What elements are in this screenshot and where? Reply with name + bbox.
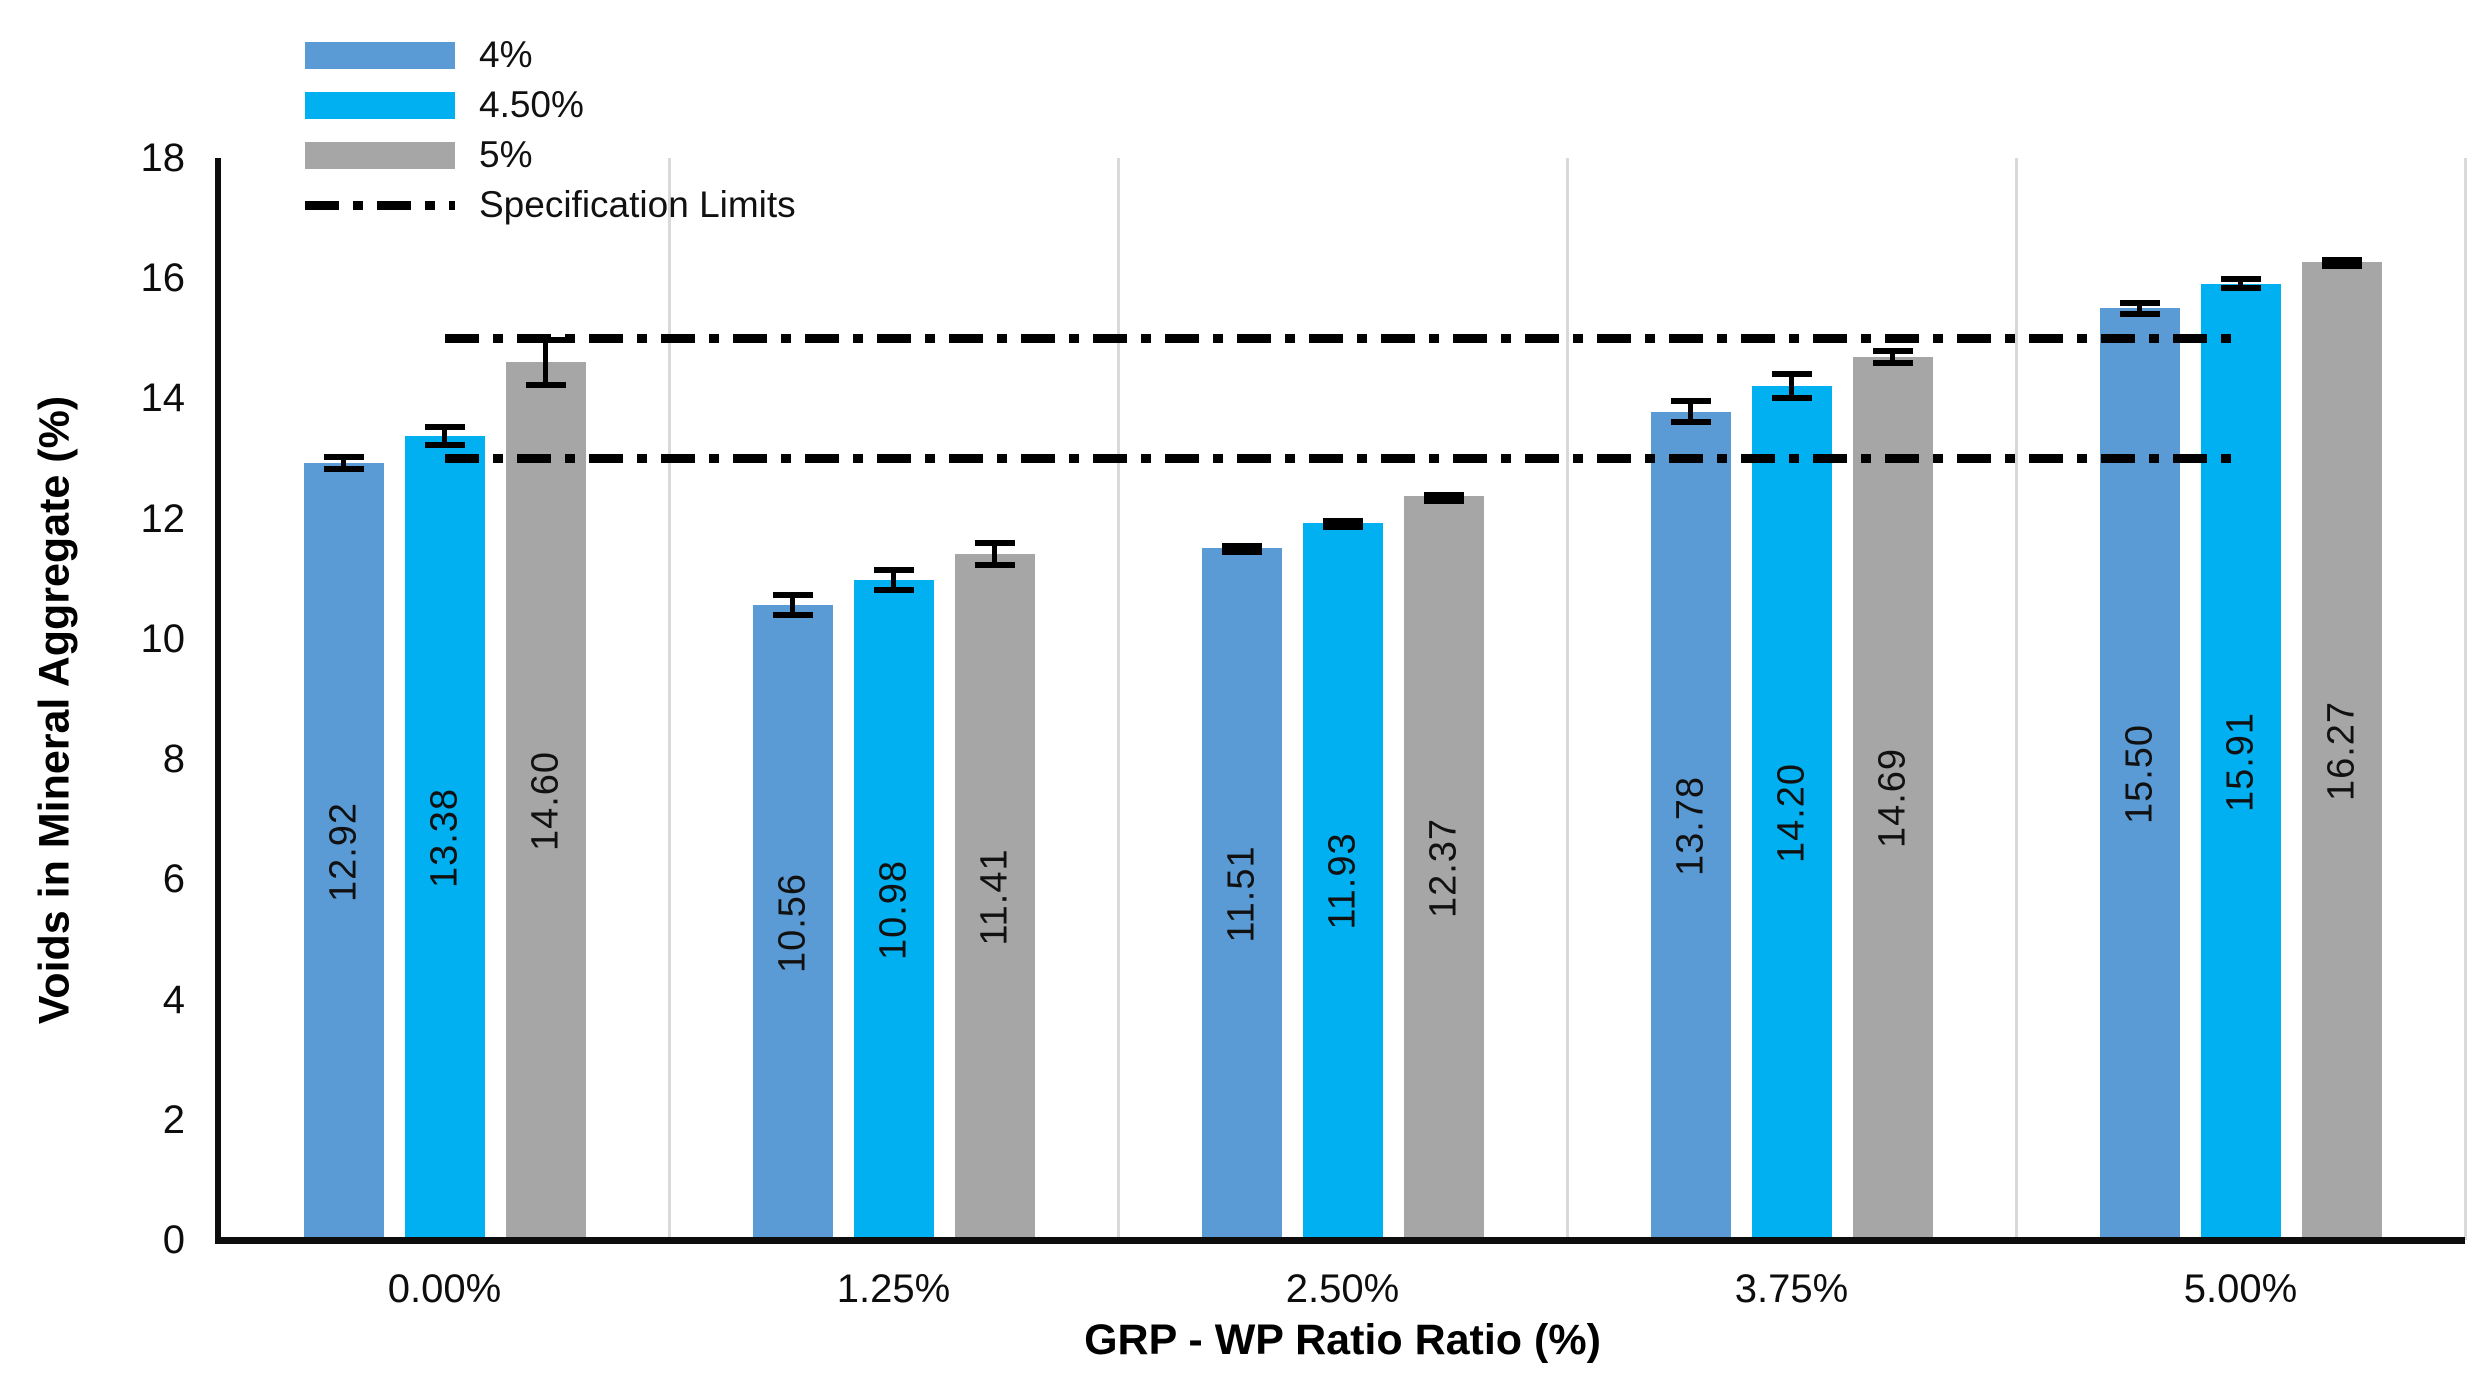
category-separator-gridline [2014,158,2018,1240]
error-bar [1670,398,1711,425]
y-axis-line [215,158,221,1243]
y-tick-label: 6 [162,857,185,902]
bar-value-label: 15.50 [2118,724,2160,825]
bar [752,605,833,1240]
legend-label: 4.50% [479,84,584,125]
bar [1302,522,1383,1240]
error-bar [2220,275,2261,292]
legend-swatch [305,41,455,69]
y-tick-label: 10 [140,616,186,661]
x-category-label: 2.50% [1285,1267,1400,1311]
legend-label: 5% [479,134,533,175]
error-bar [1872,347,1913,366]
legend-label: 4% [479,34,533,75]
bar [2200,283,2281,1240]
bar [1751,386,1832,1240]
error-bar [323,454,364,473]
x-category-label: 1.25% [836,1267,951,1311]
y-tick-label: 18 [140,136,186,180]
bar-value-label: 16.27 [2320,700,2362,802]
category-separator-gridline [1116,158,1120,1240]
bar-value-label: 10.98 [872,859,914,961]
error-bar [1423,491,1464,504]
error-bar [525,337,566,388]
x-axis-title: GRP - WP Ratio Ratio (%) [1084,1316,1601,1364]
legend-item: 4% [305,30,796,80]
bar-value-label: 14.20 [1770,763,1812,864]
category-separator-gridline [1565,158,1569,1240]
error-bar [1221,543,1262,556]
bar [1403,496,1484,1240]
legend-item: 5% [305,130,796,180]
specification-limit-line [444,454,2241,464]
x-axis-line [215,1237,2465,1244]
bar [954,554,1035,1240]
legend: 4% 4.50% 5% Specification Limits [305,30,796,230]
error-bar [2321,257,2362,270]
bar-value-label: 13.78 [1669,775,1711,876]
y-tick-label: 4 [162,977,185,1022]
category-separator-gridline [2463,158,2467,1240]
error-bar [424,423,465,448]
bar-value-label: 10.56 [771,872,813,973]
x-category-label: 0.00% [387,1267,502,1311]
y-tick-label: 16 [140,256,186,301]
bar-value-label: 14.69 [1871,748,1913,849]
bar [1201,548,1282,1240]
bar [1852,356,1933,1240]
error-bar [772,592,813,619]
error-bar [2119,299,2160,317]
bar [505,362,586,1240]
bar [853,579,934,1240]
bar [2301,261,2382,1240]
bar-value-label: 11.41 [973,848,1015,946]
bar-value-label: 15.91 [2219,711,2261,812]
bar [303,463,384,1240]
y-tick-label: 0 [162,1218,185,1262]
x-category-label: 5.00% [2183,1267,2298,1311]
bar [1650,411,1731,1240]
dash-dot-line-sample [305,200,455,210]
error-bar [1322,518,1363,531]
bar [404,435,485,1240]
legend-item: 4.50% [305,80,796,130]
bar-value-label: 12.92 [322,801,364,902]
category-separator-gridline [667,158,671,1240]
legend-swatch [305,141,455,169]
bar-value-label: 12.37 [1422,818,1464,919]
legend-swatch [305,91,455,119]
error-bar [873,566,914,594]
error-bar [1771,371,1812,402]
error-bar [974,540,1015,568]
legend-item: Specification Limits [305,180,796,230]
legend-label: Specification Limits [479,184,796,225]
specification-limit-line [444,333,2241,343]
bar-value-label: 11.51 [1220,845,1262,943]
bar-value-label: 14.60 [524,751,566,852]
y-tick-label: 12 [140,496,186,541]
y-tick-label: 2 [162,1097,185,1142]
y-tick-label: 14 [140,376,186,421]
bar-value-label: 11.93 [1321,832,1363,931]
y-tick-label: 8 [162,737,185,782]
bar-value-label: 13.38 [423,787,465,888]
bar [2099,308,2180,1240]
x-category-label: 3.75% [1734,1267,1849,1311]
